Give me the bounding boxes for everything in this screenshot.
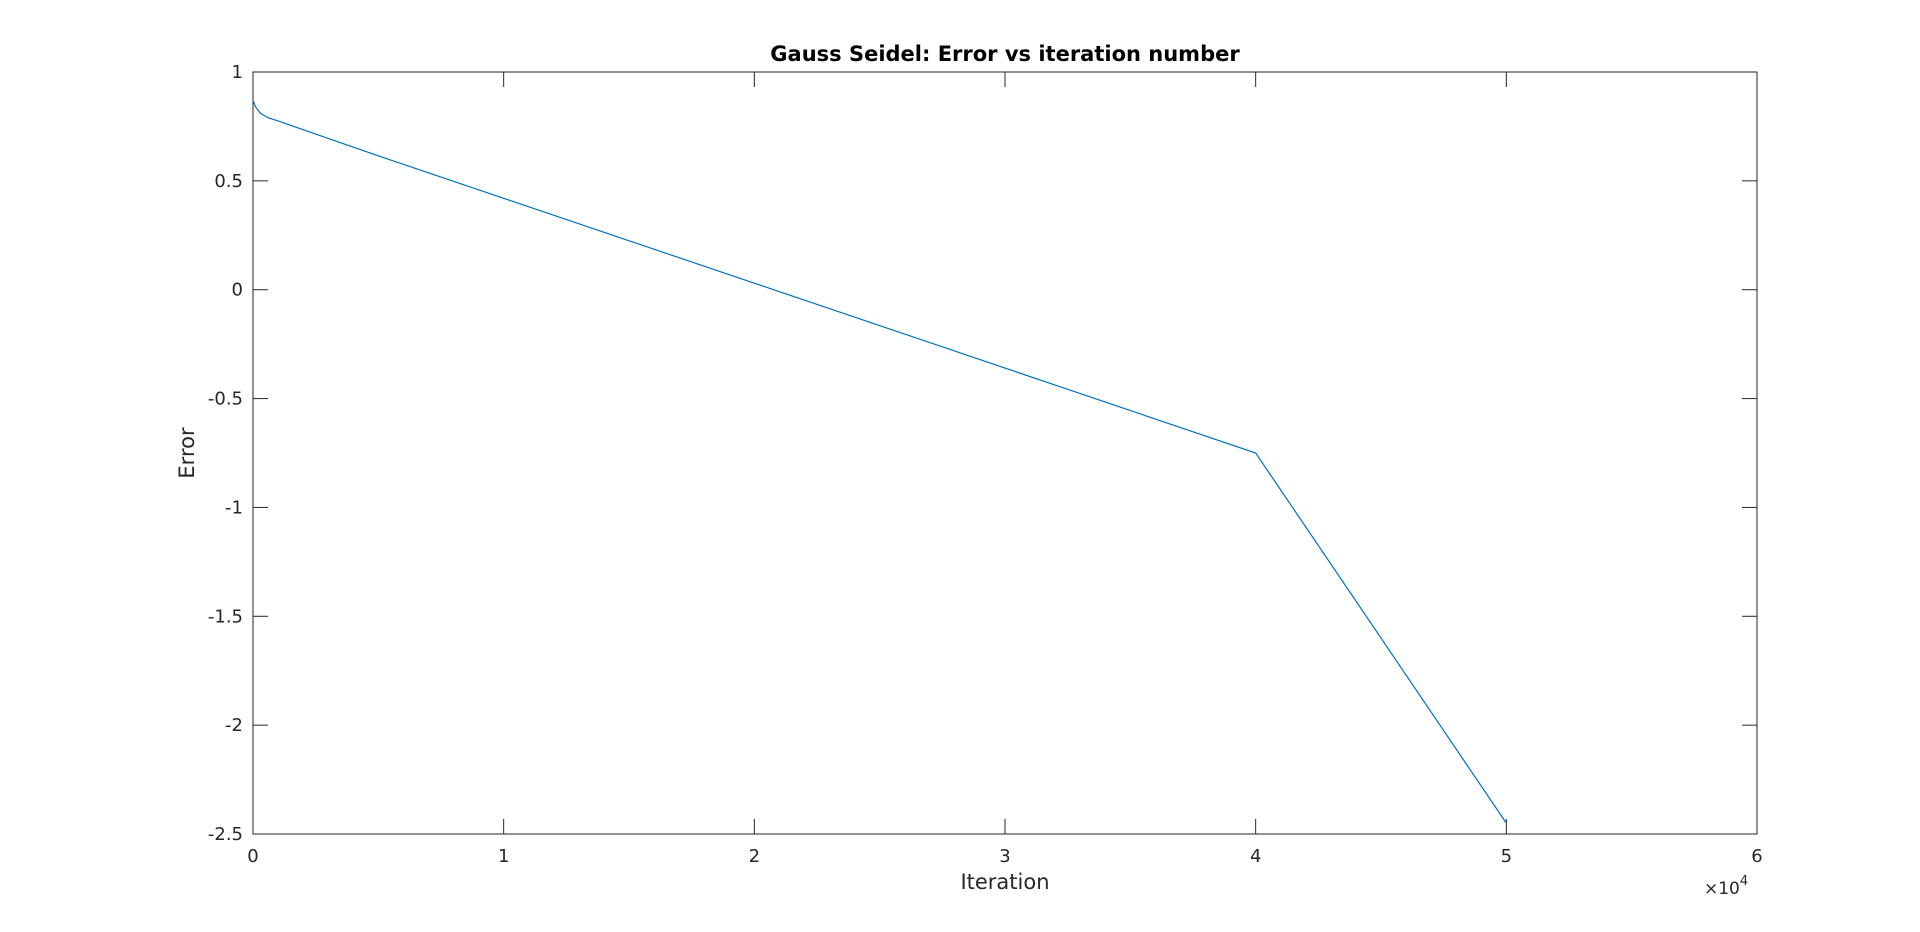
y-tick-labels: 1 0.5 0 -0.5 -1 -1.5 -2 -2.5 <box>208 62 243 845</box>
axis-ticks <box>252 71 1758 835</box>
x-tick-label: 4 <box>1250 846 1261 867</box>
x-axis-label: Iteration <box>960 870 1049 894</box>
y-tick-label: -1.5 <box>208 606 243 627</box>
chart-title: Gauss Seidel: Error vs iteration number <box>770 42 1240 66</box>
axes-box <box>252 71 1758 835</box>
y-axis-label: Error <box>175 427 199 479</box>
x-tick-label: 2 <box>749 846 760 867</box>
y-tick-label: 0 <box>232 280 243 301</box>
x-tick-label: 1 <box>498 846 509 867</box>
y-tick-label: -0.5 <box>208 389 243 410</box>
x-tick-label: 0 <box>247 846 258 867</box>
y-tick-label: 0.5 <box>214 171 243 192</box>
y-tick-label: -2.5 <box>208 824 243 845</box>
x-axis-exponent-power: 4 <box>1740 874 1748 889</box>
y-tick-label: -2 <box>225 715 243 736</box>
x-tick-label: 6 <box>1751 846 1762 867</box>
series-layer <box>252 100 1507 824</box>
error-series-line <box>252 100 1507 824</box>
x-tick-labels: 0 1 2 3 4 5 6 <box>247 846 1762 867</box>
x-tick-label: 5 <box>1501 846 1512 867</box>
plot-area <box>252 71 1758 835</box>
x-axis-exponent-base: ×10 <box>1704 879 1740 899</box>
y-tick-label: -1 <box>225 497 243 518</box>
y-tick-label: 1 <box>232 62 243 83</box>
x-tick-label: 3 <box>999 846 1010 867</box>
x-axis-exponent: ×104 <box>1704 874 1748 899</box>
